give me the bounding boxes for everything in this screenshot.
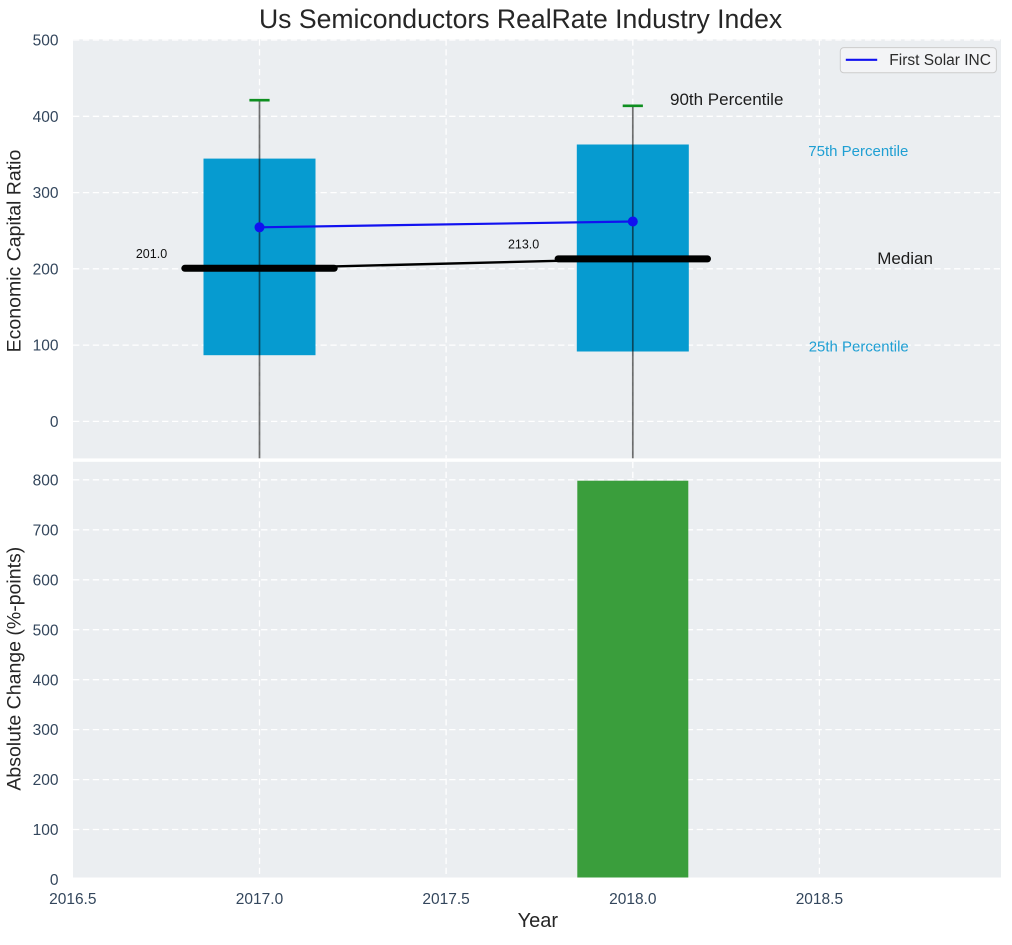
svg-text:75th Percentile: 75th Percentile [808,143,908,160]
svg-text:500: 500 [33,622,59,639]
svg-text:500: 500 [33,33,59,50]
svg-text:Economic Capital Ratio: Economic Capital Ratio [4,150,26,353]
svg-text:0: 0 [50,414,59,431]
svg-text:2017.5: 2017.5 [422,891,469,908]
svg-text:300: 300 [33,722,59,739]
svg-text:First Solar INC: First Solar INC [889,52,991,69]
svg-text:2017.0: 2017.0 [236,891,284,908]
svg-text:201.0: 201.0 [136,247,167,261]
svg-text:600: 600 [33,572,59,589]
svg-text:800: 800 [33,472,59,489]
svg-text:2018.5: 2018.5 [796,891,843,908]
svg-text:400: 400 [33,109,59,126]
svg-text:25th Percentile: 25th Percentile [809,338,909,355]
svg-text:Absolute Change (%-points): Absolute Change (%-points) [4,547,26,791]
svg-text:213.0: 213.0 [508,237,539,251]
svg-text:Year: Year [518,910,559,932]
svg-text:100: 100 [33,338,59,355]
svg-text:200: 200 [33,772,59,789]
svg-text:2018.0: 2018.0 [609,891,657,908]
svg-text:0: 0 [50,872,59,889]
svg-text:Median: Median [877,249,933,268]
svg-text:200: 200 [33,261,59,278]
svg-text:100: 100 [33,822,59,839]
svg-text:700: 700 [33,522,59,539]
svg-text:2016.5: 2016.5 [49,891,96,908]
svg-text:90th Percentile: 90th Percentile [670,90,783,109]
svg-text:300: 300 [33,185,59,202]
svg-text:Us Semiconductors RealRate Ind: Us Semiconductors RealRate Industry Inde… [259,4,783,34]
svg-text:400: 400 [33,672,59,689]
